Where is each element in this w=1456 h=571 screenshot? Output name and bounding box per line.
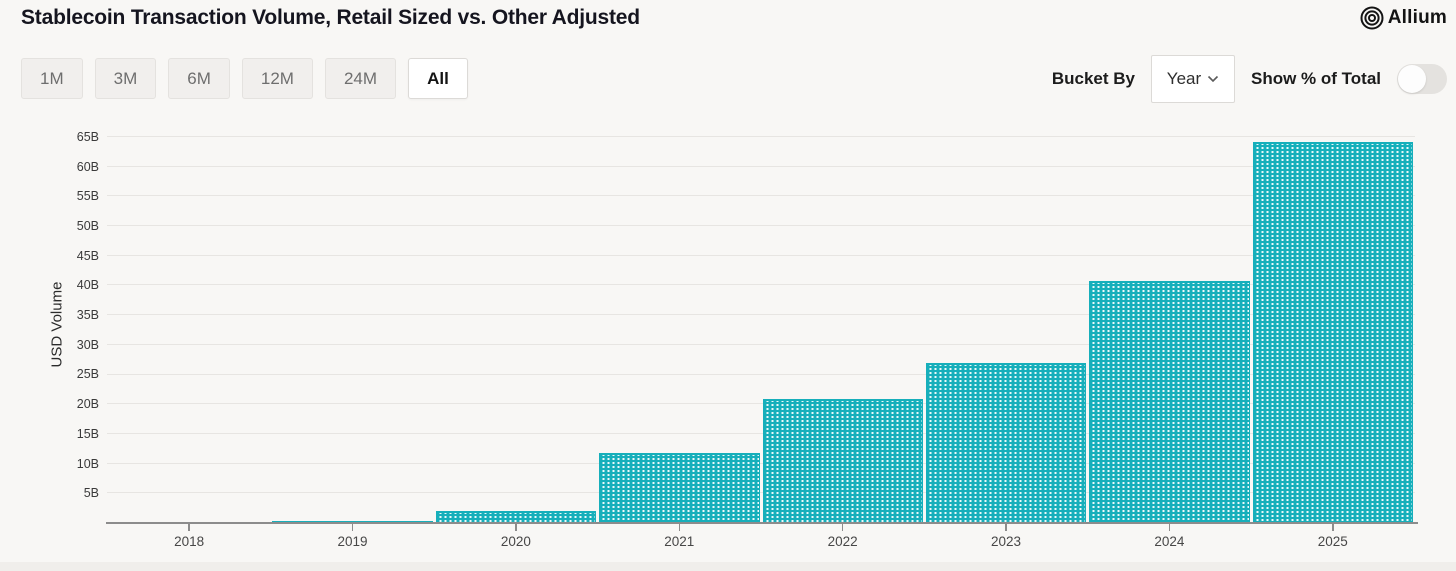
x-tick-mark: [1168, 524, 1171, 531]
x-tick-label: 2019: [337, 534, 368, 549]
bar-2025[interactable]: [1252, 141, 1413, 523]
bucket-by-label: Bucket By: [1051, 69, 1135, 88]
toggle-knob: [1398, 65, 1426, 93]
x-tick-label: 2023: [991, 534, 1022, 549]
x-tick-label: 2022: [827, 534, 858, 549]
range-button-1m[interactable]: 1M: [21, 58, 83, 99]
gridline-10B: [107, 462, 1415, 464]
x-tick-label: 2025: [1317, 534, 1348, 549]
bar-2021[interactable]: [599, 452, 760, 523]
x-tick-mark: [351, 524, 354, 531]
y-tick-label: 15B: [76, 426, 99, 441]
brand: Allium: [1359, 5, 1447, 31]
x-slot-2019: 2019: [272, 524, 432, 549]
gridline-65B: [107, 135, 1415, 137]
bar-2022[interactable]: [762, 399, 923, 523]
y-axis-title: USD Volume: [48, 281, 66, 368]
bar-slot-2023: [925, 125, 1087, 523]
show-pct-label: Show % of Total: [1250, 69, 1381, 88]
chart-plot-area: [107, 125, 1415, 523]
chevron-down-icon: [1207, 75, 1219, 83]
x-slot-2023: 2023: [926, 524, 1086, 549]
bar-slot-2022: [762, 125, 923, 523]
x-tick-mark: [1005, 524, 1007, 531]
page-title: Stablecoin Transaction Volume, Retail Si…: [21, 6, 640, 29]
x-tick-mark: [678, 524, 681, 531]
y-tick-label: 60B: [76, 159, 99, 174]
bar-slot-2021: [599, 125, 760, 523]
x-tick-label: 2018: [174, 534, 205, 549]
show-pct-toggle[interactable]: [1397, 64, 1447, 94]
y-tick-label: 25B: [76, 367, 99, 382]
y-tick-label: 45B: [76, 248, 99, 263]
gridline-25B: [107, 373, 1415, 375]
gridline-20B: [107, 403, 1415, 405]
bar-slot-2025: [1252, 125, 1413, 523]
bar-2020[interactable]: [435, 510, 597, 523]
y-tick-label: 35B: [76, 308, 99, 323]
y-tick-label: 30B: [76, 337, 99, 352]
x-slot-2025: 2025: [1253, 524, 1413, 549]
y-tick-label: 65B: [76, 129, 99, 144]
x-slot-2022: 2022: [763, 524, 923, 549]
bar-slot-2019: [272, 125, 433, 523]
gridline-35B: [107, 314, 1415, 316]
bar-slot-2020: [435, 125, 597, 523]
range-button-all[interactable]: All: [408, 58, 469, 99]
x-slot-2021: 2021: [599, 524, 759, 549]
gridline-15B: [107, 432, 1415, 434]
y-tick-label: 5B: [83, 486, 99, 501]
bucket-by-select[interactable]: Year: [1150, 55, 1235, 103]
x-tick-mark: [515, 524, 517, 531]
x-tick-label: 2024: [1154, 534, 1185, 549]
bar-slot-2018: [109, 125, 270, 523]
gridline-55B: [107, 195, 1415, 197]
bucket-by-value: Year: [1166, 69, 1202, 88]
gridline-40B: [107, 284, 1415, 286]
brand-name: Allium: [1387, 7, 1447, 28]
bar-slot-2024: [1089, 125, 1250, 523]
bottom-edge: [0, 562, 1456, 571]
x-axis-labels: 2018 2019 2020 2021 2022 2023 2024 2025: [107, 524, 1415, 549]
y-tick-label: 55B: [76, 189, 99, 204]
x-tick-label: 2020: [500, 534, 531, 549]
x-tick-mark: [188, 524, 190, 531]
allium-logo-icon: [1359, 5, 1385, 31]
gridline-50B: [107, 225, 1415, 226]
x-slot-2024: 2024: [1089, 524, 1249, 549]
range-button-6m[interactable]: 6M: [168, 58, 230, 99]
bar-2023[interactable]: [925, 363, 1087, 523]
bar-series: [107, 125, 1415, 523]
gridline-60B: [107, 165, 1415, 167]
y-tick-label: 40B: [76, 278, 99, 293]
range-buttons: 1M 3M 6M 12M 24M All: [21, 58, 469, 99]
x-tick-label: 2021: [664, 534, 695, 549]
y-tick-label: 10B: [76, 456, 99, 471]
right-controls: Bucket By Year Show % of Total: [1052, 55, 1447, 103]
controls-row: 1M 3M 6M 12M 24M All Bucket By Year Show % of…: [0, 55, 1456, 103]
bar-2024[interactable]: [1089, 281, 1250, 523]
range-button-24m[interactable]: 24M: [324, 58, 397, 99]
range-button-12m[interactable]: 12M: [241, 58, 313, 99]
range-button-3m[interactable]: 3M: [94, 58, 157, 99]
x-tick-mark: [841, 524, 844, 531]
y-tick-label: 20B: [76, 397, 99, 412]
y-tick-label: 50B: [76, 218, 99, 233]
gridline-30B: [107, 343, 1415, 345]
gridline-45B: [107, 254, 1415, 256]
gridline-5B: [107, 492, 1415, 494]
x-slot-2020: 2020: [436, 524, 596, 549]
x-axis-line: [106, 522, 1418, 524]
x-slot-2018: 2018: [109, 524, 269, 549]
x-tick-mark: [1332, 524, 1334, 531]
